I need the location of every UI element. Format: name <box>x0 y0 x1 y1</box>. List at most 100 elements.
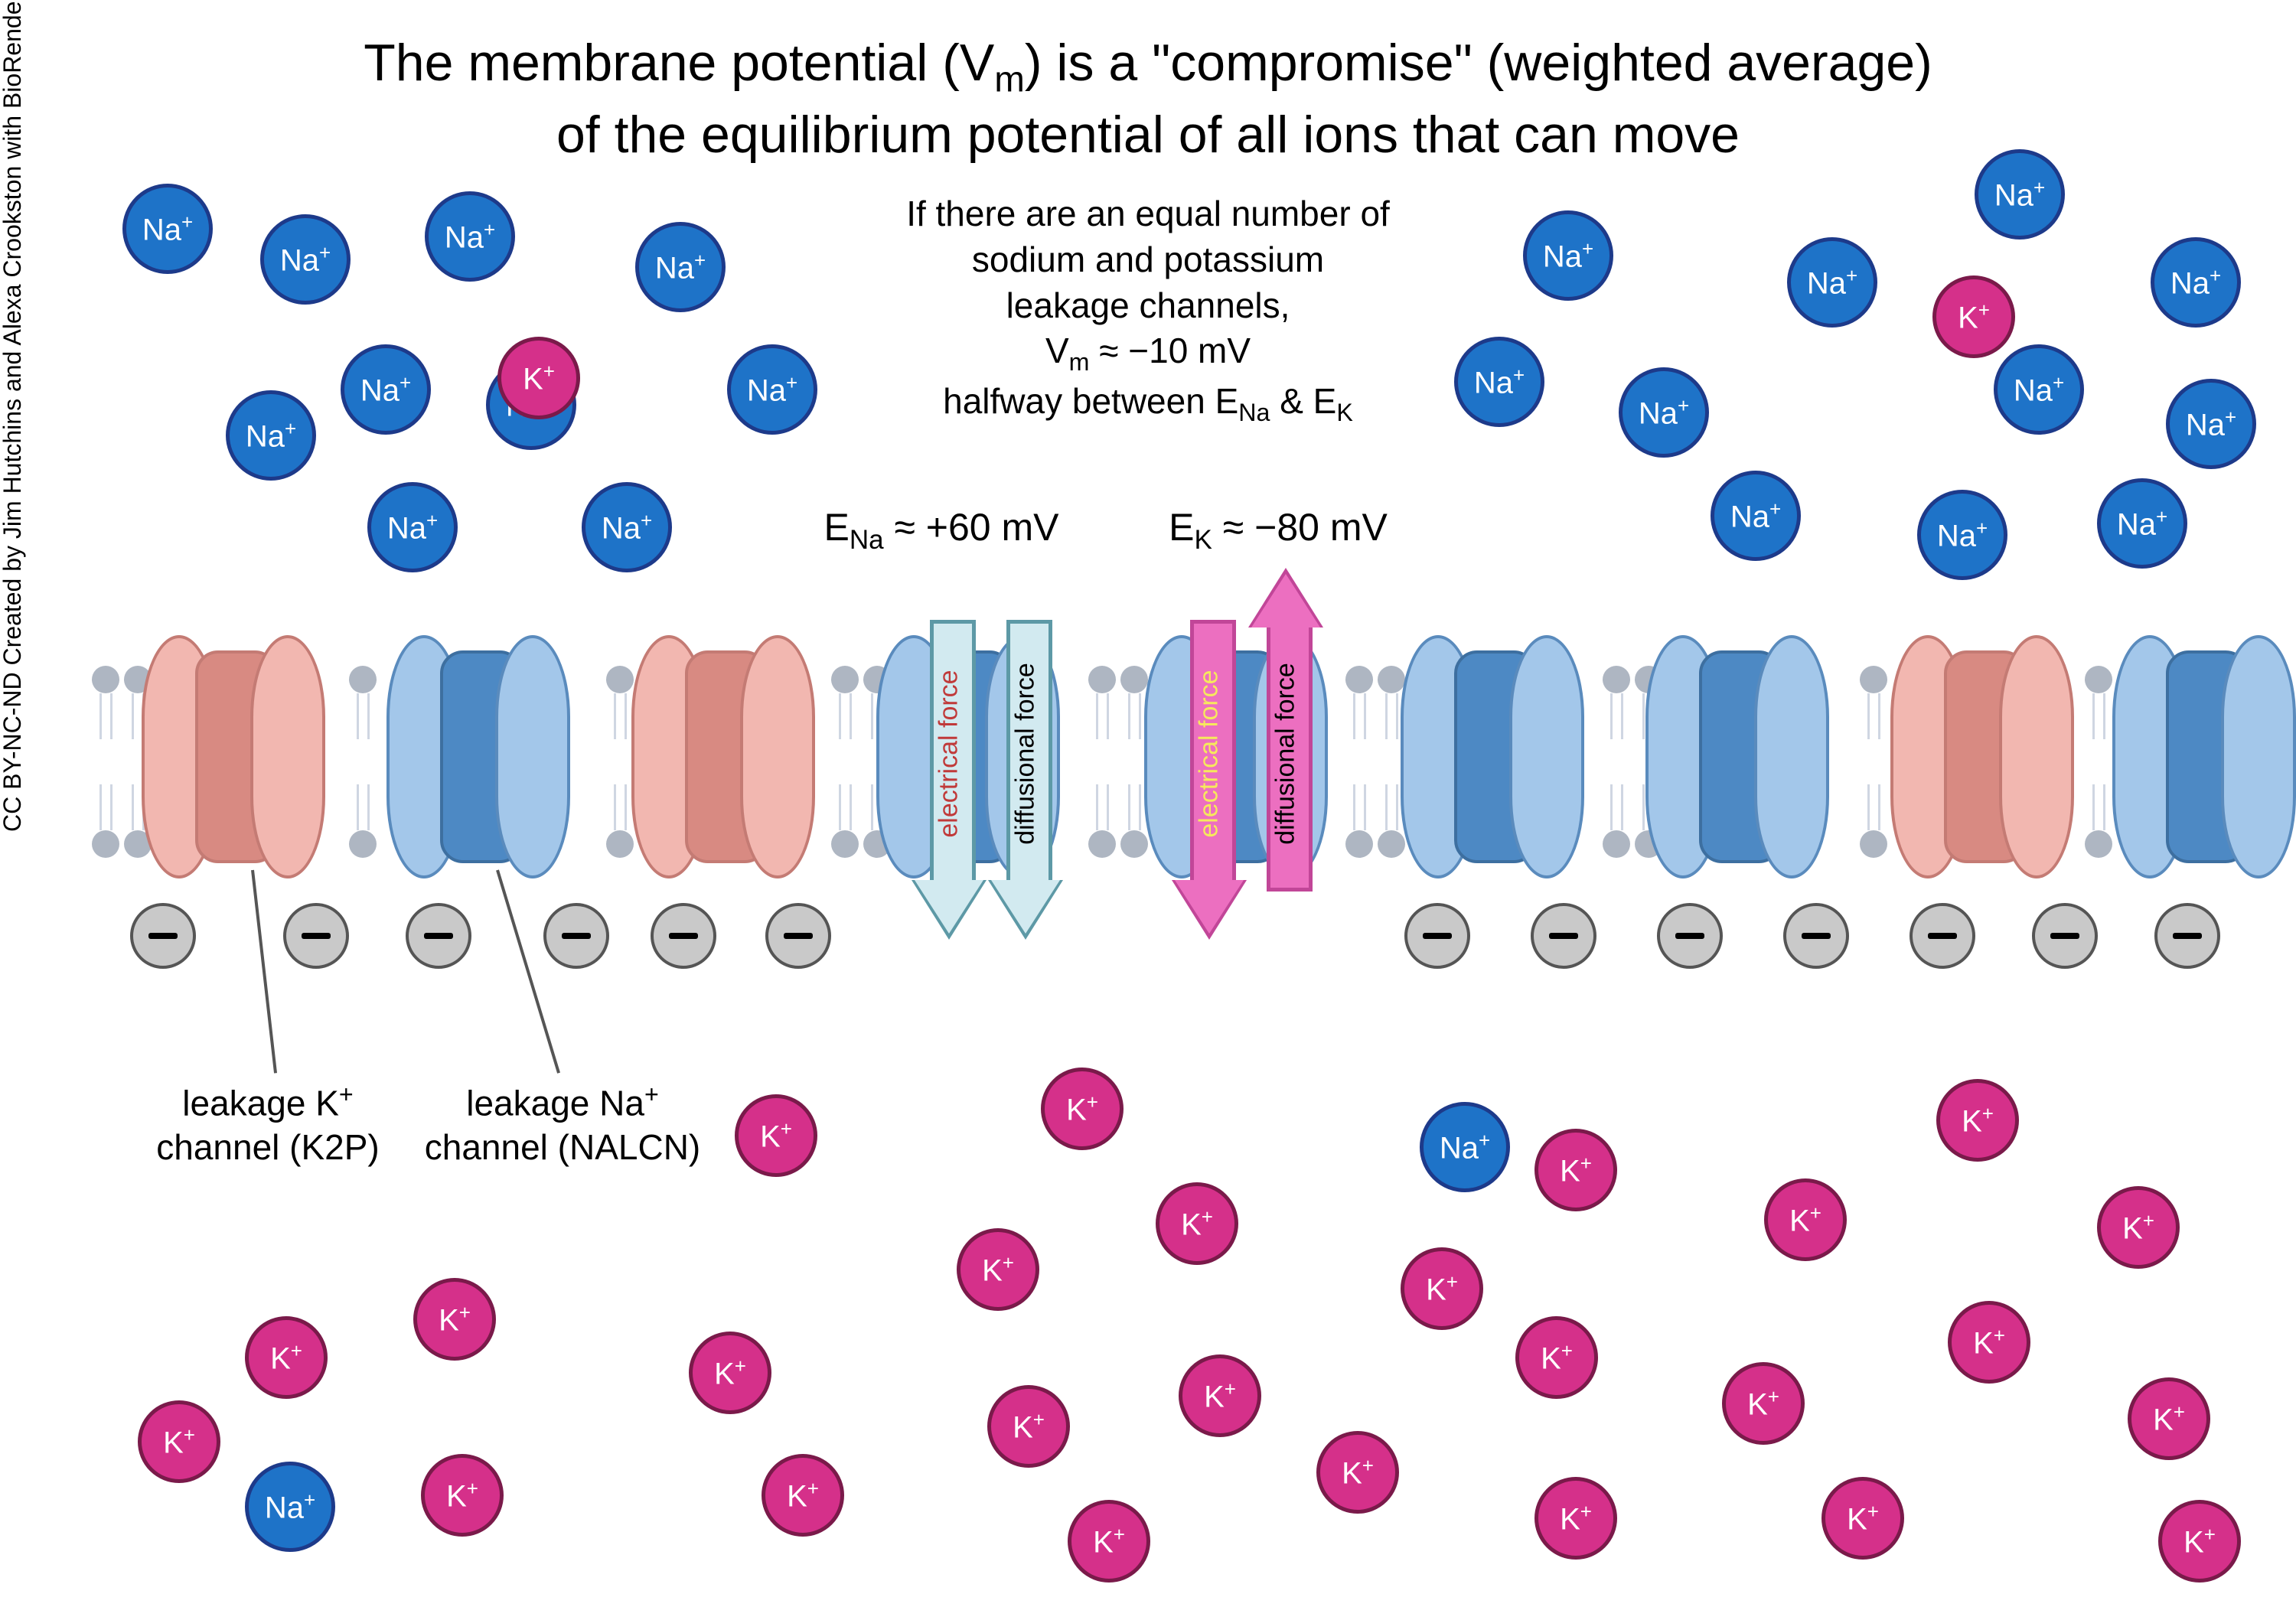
sodium-ion-icon: Na+ <box>2166 379 2256 469</box>
lipid-tail-icon <box>1867 693 1870 739</box>
lipid-tail-icon <box>1610 693 1613 739</box>
lipid-head-icon <box>1603 666 1630 693</box>
negative-charge-icon <box>1910 903 1975 969</box>
sodium-ion-icon: Na+ <box>226 390 316 481</box>
potassium-ion-icon: K+ <box>689 1332 771 1414</box>
potassium-ion-icon: K+ <box>957 1228 1039 1311</box>
lipid-tail-icon <box>1353 784 1355 830</box>
potassium-ion-icon: K+ <box>1948 1301 2030 1384</box>
lipid-tail-icon <box>2103 784 2105 830</box>
potassium-ion-icon: K+ <box>762 1454 844 1537</box>
sodium-ion-icon: Na+ <box>425 191 515 282</box>
lipid-head-icon <box>1345 830 1373 858</box>
ion-label: Na+ <box>387 509 438 546</box>
lipid-tail-icon <box>132 784 134 830</box>
ion-label: Na+ <box>2117 505 2167 542</box>
lipid-tail-icon <box>850 693 852 739</box>
arrow-head-icon <box>991 880 1060 934</box>
na-leak-channel <box>1645 635 1829 872</box>
lipid-head-icon <box>1088 830 1116 858</box>
sodium-ion-icon: Na+ <box>1975 149 2065 240</box>
lipid-head-icon <box>1603 830 1630 858</box>
ion-label: Na+ <box>265 1488 315 1525</box>
ion-label: K+ <box>270 1339 302 1376</box>
ion-label: Na+ <box>2014 371 2064 408</box>
negative-charge-icon <box>1657 903 1723 969</box>
channel-lobe-icon <box>740 635 815 878</box>
lipid-tail-icon <box>99 693 102 739</box>
channel-lobe-icon <box>1754 635 1829 878</box>
negative-charge-icon <box>2154 903 2220 969</box>
sodium-ion-icon: Na+ <box>2097 478 2187 569</box>
lipid-tail-icon <box>1353 693 1355 739</box>
potassium-ion-icon: K+ <box>1068 1500 1150 1583</box>
ion-label: K+ <box>1181 1205 1213 1242</box>
lipid-tail-icon <box>1139 784 1141 830</box>
electrical-force-arrow: electrical force <box>915 582 983 926</box>
lipid-tail-icon <box>1096 693 1098 739</box>
potassium-ion-icon: K+ <box>1534 1477 1617 1560</box>
ion-label: K+ <box>2122 1209 2154 1246</box>
sodium-ion-icon: Na+ <box>367 482 458 572</box>
ion-label: K+ <box>523 360 555 396</box>
ion-label: Na+ <box>445 218 495 255</box>
ion-label: K+ <box>1789 1201 1821 1238</box>
ion-label: K+ <box>982 1251 1014 1288</box>
ion-label: K+ <box>1973 1324 2005 1361</box>
lipid-tail-icon <box>871 693 873 739</box>
ion-label: K+ <box>446 1477 478 1514</box>
ion-label: K+ <box>1541 1339 1573 1376</box>
lipid-tail-icon <box>1128 784 1130 830</box>
potassium-ion-icon: K+ <box>735 1094 817 1177</box>
potassium-ion-icon: K+ <box>2097 1186 2180 1269</box>
potassium-ion-icon: K+ <box>1041 1068 1124 1150</box>
sodium-ion-icon: Na+ <box>2151 237 2241 328</box>
ion-label: K+ <box>1958 298 1990 335</box>
lipid-tail-icon <box>1878 784 1880 830</box>
diffusional-force-arrow: diffusional force <box>991 582 1060 926</box>
ion-label: K+ <box>1560 1500 1592 1537</box>
negative-charge-icon <box>543 903 609 969</box>
potassium-ion-icon: K+ <box>497 337 580 419</box>
channel-lobe-icon <box>1999 635 2074 878</box>
ion-label: K+ <box>1013 1408 1045 1445</box>
channel-lobe-icon <box>250 635 325 878</box>
sodium-ion-icon: Na+ <box>1711 471 1801 561</box>
lipid-tail-icon <box>614 784 616 830</box>
lipid-tail-icon <box>357 693 359 739</box>
sodium-ion-icon: Na+ <box>1917 490 2007 580</box>
lipid-tail-icon <box>1396 784 1398 830</box>
sodium-ion-icon: Na+ <box>635 222 726 312</box>
pointer-line-icon <box>496 869 560 1073</box>
ion-label: K+ <box>439 1301 471 1338</box>
potassium-ion-icon: K+ <box>421 1454 504 1537</box>
sodium-ion-icon: Na+ <box>1523 210 1613 301</box>
sodium-ion-icon: Na+ <box>1787 237 1877 328</box>
lipid-tail-icon <box>99 784 102 830</box>
lipid-tail-icon <box>850 784 852 830</box>
ion-label: K+ <box>163 1423 195 1460</box>
potassium-ion-icon: K+ <box>2128 1377 2210 1460</box>
lipid-tail-icon <box>1364 693 1366 739</box>
lipid-head-icon <box>606 666 634 693</box>
k-leak-channel <box>1890 635 2074 872</box>
negative-charge-icon <box>1531 903 1596 969</box>
ion-label: K+ <box>1342 1454 1374 1491</box>
k-leak-channel <box>631 635 815 872</box>
ion-label: K+ <box>2183 1523 2216 1560</box>
lipid-tail-icon <box>1385 693 1388 739</box>
ion-label: Na+ <box>1543 237 1593 274</box>
ion-label: K+ <box>1560 1152 1592 1188</box>
ion-label: K+ <box>787 1477 819 1514</box>
ion-label: Na+ <box>1639 394 1689 431</box>
ion-label: Na+ <box>1937 517 1988 553</box>
potassium-ion-icon: K+ <box>1401 1247 1483 1330</box>
ion-label: Na+ <box>246 417 296 454</box>
arrow-label: electrical force <box>1195 670 1225 837</box>
lipid-tail-icon <box>2103 693 2105 739</box>
potassium-ion-icon: K+ <box>1179 1354 1261 1437</box>
ion-label: Na+ <box>1474 363 1525 400</box>
arrow-label: diffusional force <box>1011 663 1041 845</box>
lipid-head-icon <box>1345 666 1373 693</box>
lipid-tail-icon <box>2092 693 2095 739</box>
